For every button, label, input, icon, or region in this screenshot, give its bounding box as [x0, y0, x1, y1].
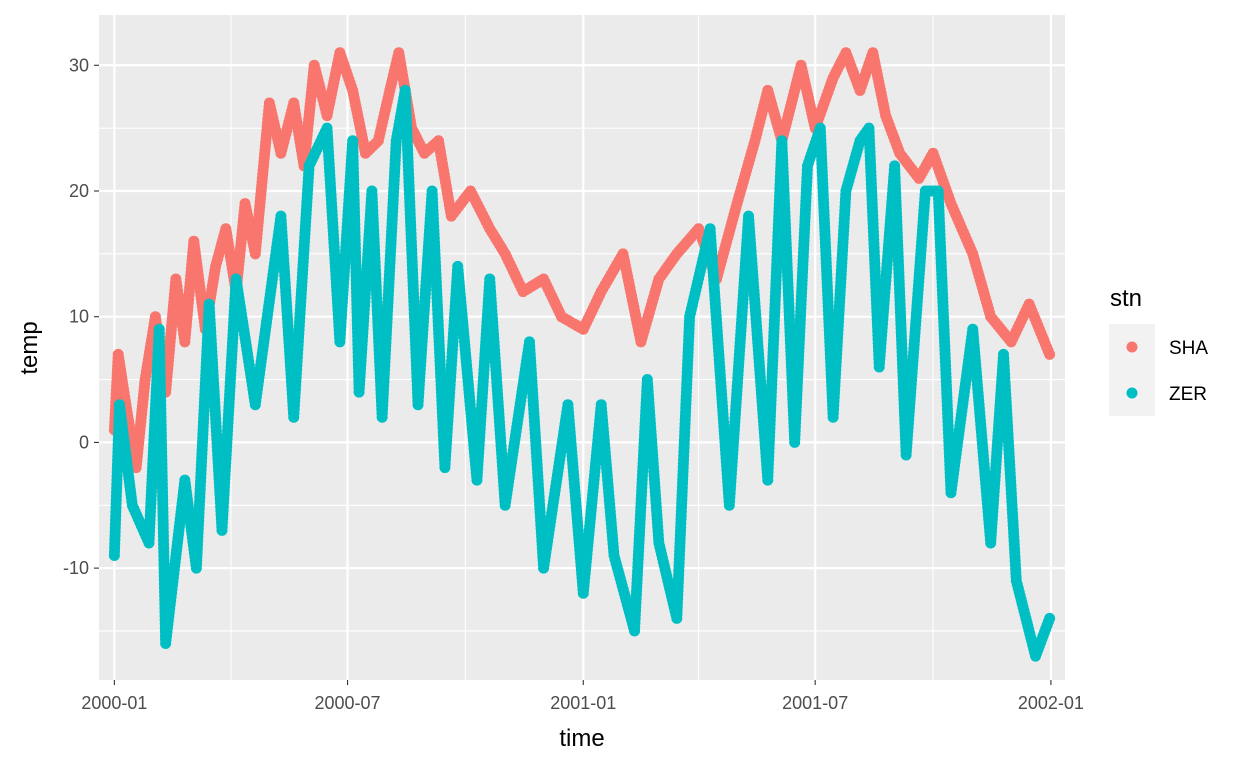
- legend: stn SHA ZER: [1109, 285, 1208, 416]
- y-tick-label: 0: [79, 432, 89, 452]
- data-point-zer: [1044, 612, 1056, 624]
- y-tick-label: 10: [69, 307, 89, 327]
- legend-label-zer: ZER: [1169, 384, 1207, 405]
- x-tick-label: 2001-07: [782, 693, 848, 713]
- y-tick-label: 30: [69, 55, 89, 75]
- legend-title: stn: [1110, 285, 1142, 312]
- axes: -10 0 10 20 30 2000-01 2000-07 2001-01 2001-07 20…: [63, 55, 1084, 713]
- data-points: [108, 47, 1056, 662]
- x-tick-label: 2000-01: [81, 693, 147, 713]
- legend-key-background: [1109, 324, 1155, 416]
- y-tick-label: 20: [69, 181, 89, 201]
- legend-key-sha: [1126, 341, 1138, 353]
- y-tick-label: -10: [63, 558, 89, 578]
- legend-label-sha: SHA: [1169, 338, 1208, 359]
- legend-key-zer: [1126, 387, 1138, 399]
- x-tick-label: 2002-01: [1018, 693, 1084, 713]
- x-tick-label: 2001-01: [550, 693, 616, 713]
- data-point-sha: [1044, 348, 1056, 360]
- y-axis-title: temp: [16, 321, 43, 374]
- x-axis-title: time: [559, 725, 604, 752]
- x-tick-label: 2000-07: [315, 693, 381, 713]
